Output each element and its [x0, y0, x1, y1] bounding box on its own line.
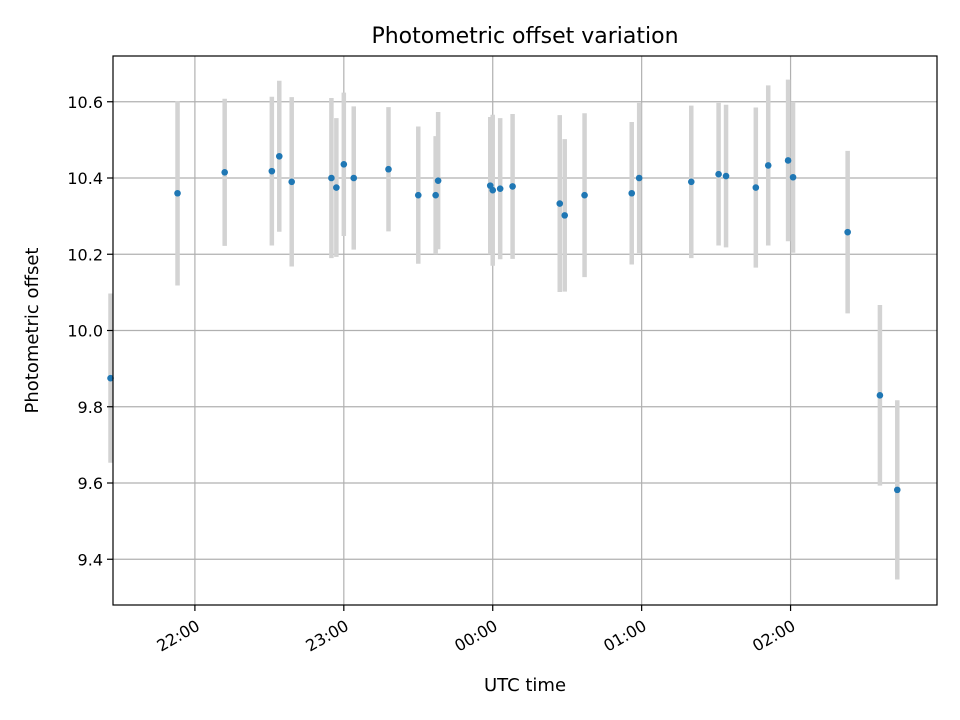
x-tick-label: 23:00 — [302, 616, 351, 656]
data-point — [635, 174, 643, 182]
y-tick-label: 9.8 — [78, 398, 103, 417]
data-point — [432, 191, 439, 199]
y-tick-label: 10.0 — [67, 322, 103, 341]
data-point — [687, 178, 695, 186]
data-point — [784, 157, 792, 164]
x-tick-label: 22:00 — [153, 616, 202, 656]
data-point — [556, 200, 564, 207]
data-point — [333, 184, 340, 191]
data-point — [268, 167, 276, 175]
data-point — [350, 174, 358, 182]
error-bars — [108, 79, 900, 580]
data-point — [496, 185, 504, 192]
y-tick-label: 10.6 — [67, 93, 103, 112]
data-point — [893, 486, 901, 494]
data-point — [561, 212, 569, 219]
x-tick-label: 01:00 — [600, 616, 649, 656]
y-tick-label: 10.2 — [67, 245, 103, 264]
data-point — [489, 186, 497, 194]
data-points — [107, 152, 901, 494]
data-point — [434, 177, 442, 184]
data-point — [340, 160, 348, 168]
data-point — [764, 162, 772, 169]
x-tick-label: 02:00 — [749, 616, 798, 656]
data-point — [722, 172, 730, 180]
grid — [113, 56, 937, 605]
y-tick-label: 9.6 — [78, 474, 103, 493]
data-point — [876, 392, 884, 399]
data-point — [581, 191, 588, 199]
data-point — [509, 183, 516, 190]
data-point — [107, 374, 114, 382]
data-point — [275, 152, 283, 160]
chart-title: Photometric offset variation — [371, 24, 678, 49]
data-point — [752, 184, 760, 191]
y-axis-label: Photometric offset — [22, 248, 43, 414]
data-point — [414, 191, 422, 199]
y-tick-label: 10.4 — [67, 169, 103, 188]
data-point — [221, 168, 228, 176]
data-point — [385, 165, 392, 173]
ticks: 9.4 9.6 9.8 10.0 10.2 10.4 10.6 22:00 23:00 00:00… — [67, 93, 798, 656]
data-point — [628, 189, 636, 197]
data-point — [715, 170, 722, 178]
y-tick-label: 9.4 — [78, 550, 103, 569]
x-tick-label: 00:00 — [451, 616, 500, 656]
data-point — [288, 178, 295, 186]
data-point — [844, 228, 851, 236]
data-point — [789, 173, 797, 181]
x-axis-label: UTC time — [484, 675, 566, 696]
data-point — [328, 174, 335, 182]
data-point — [174, 189, 181, 197]
